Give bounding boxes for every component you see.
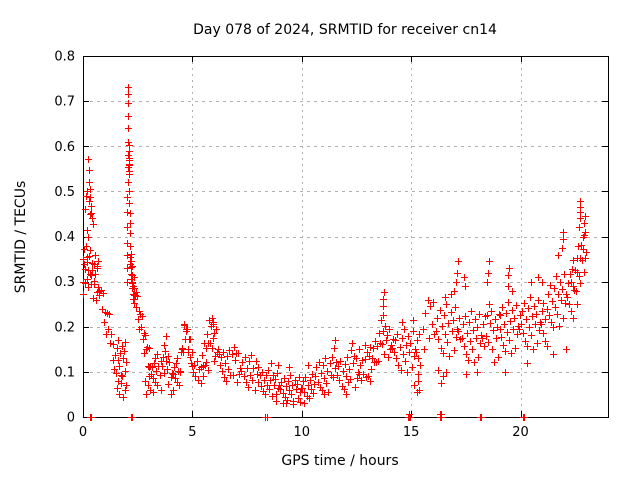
x-tick-label: 15	[403, 425, 420, 440]
x-axis-label: GPS time / hours	[281, 453, 398, 469]
x-tick-label: 0	[79, 425, 87, 440]
y-tick-label: 0.7	[54, 95, 75, 110]
x-tick-label: 20	[512, 425, 529, 440]
x-tick-label: 10	[293, 425, 310, 440]
y-tick-label: 0.5	[54, 185, 75, 200]
y-tick-label: 0.8	[54, 50, 75, 65]
y-tick-label: 0.3	[54, 275, 75, 290]
grid-lines	[83, 56, 608, 417]
y-tick-label: 0	[67, 411, 75, 426]
chart-title: Day 078 of 2024, SRMTID for receiver cn1…	[193, 22, 497, 38]
x-tick-label: 5	[188, 425, 196, 440]
y-tick-label: 0.6	[54, 140, 75, 155]
y-tick-label: 0.4	[54, 230, 75, 245]
scatter-data-points	[80, 84, 590, 421]
y-axis-label: SRMTID / TECUs	[13, 181, 29, 294]
y-tick-label: 0.1	[54, 365, 75, 380]
y-tick-label: 0.2	[54, 320, 75, 335]
axis-ticks	[83, 56, 608, 418]
tick-labels: 0 5 10 15 20 0 0.1 0.2 0.3 0.4 0.5 0.6 0.7 0.8	[54, 50, 528, 441]
